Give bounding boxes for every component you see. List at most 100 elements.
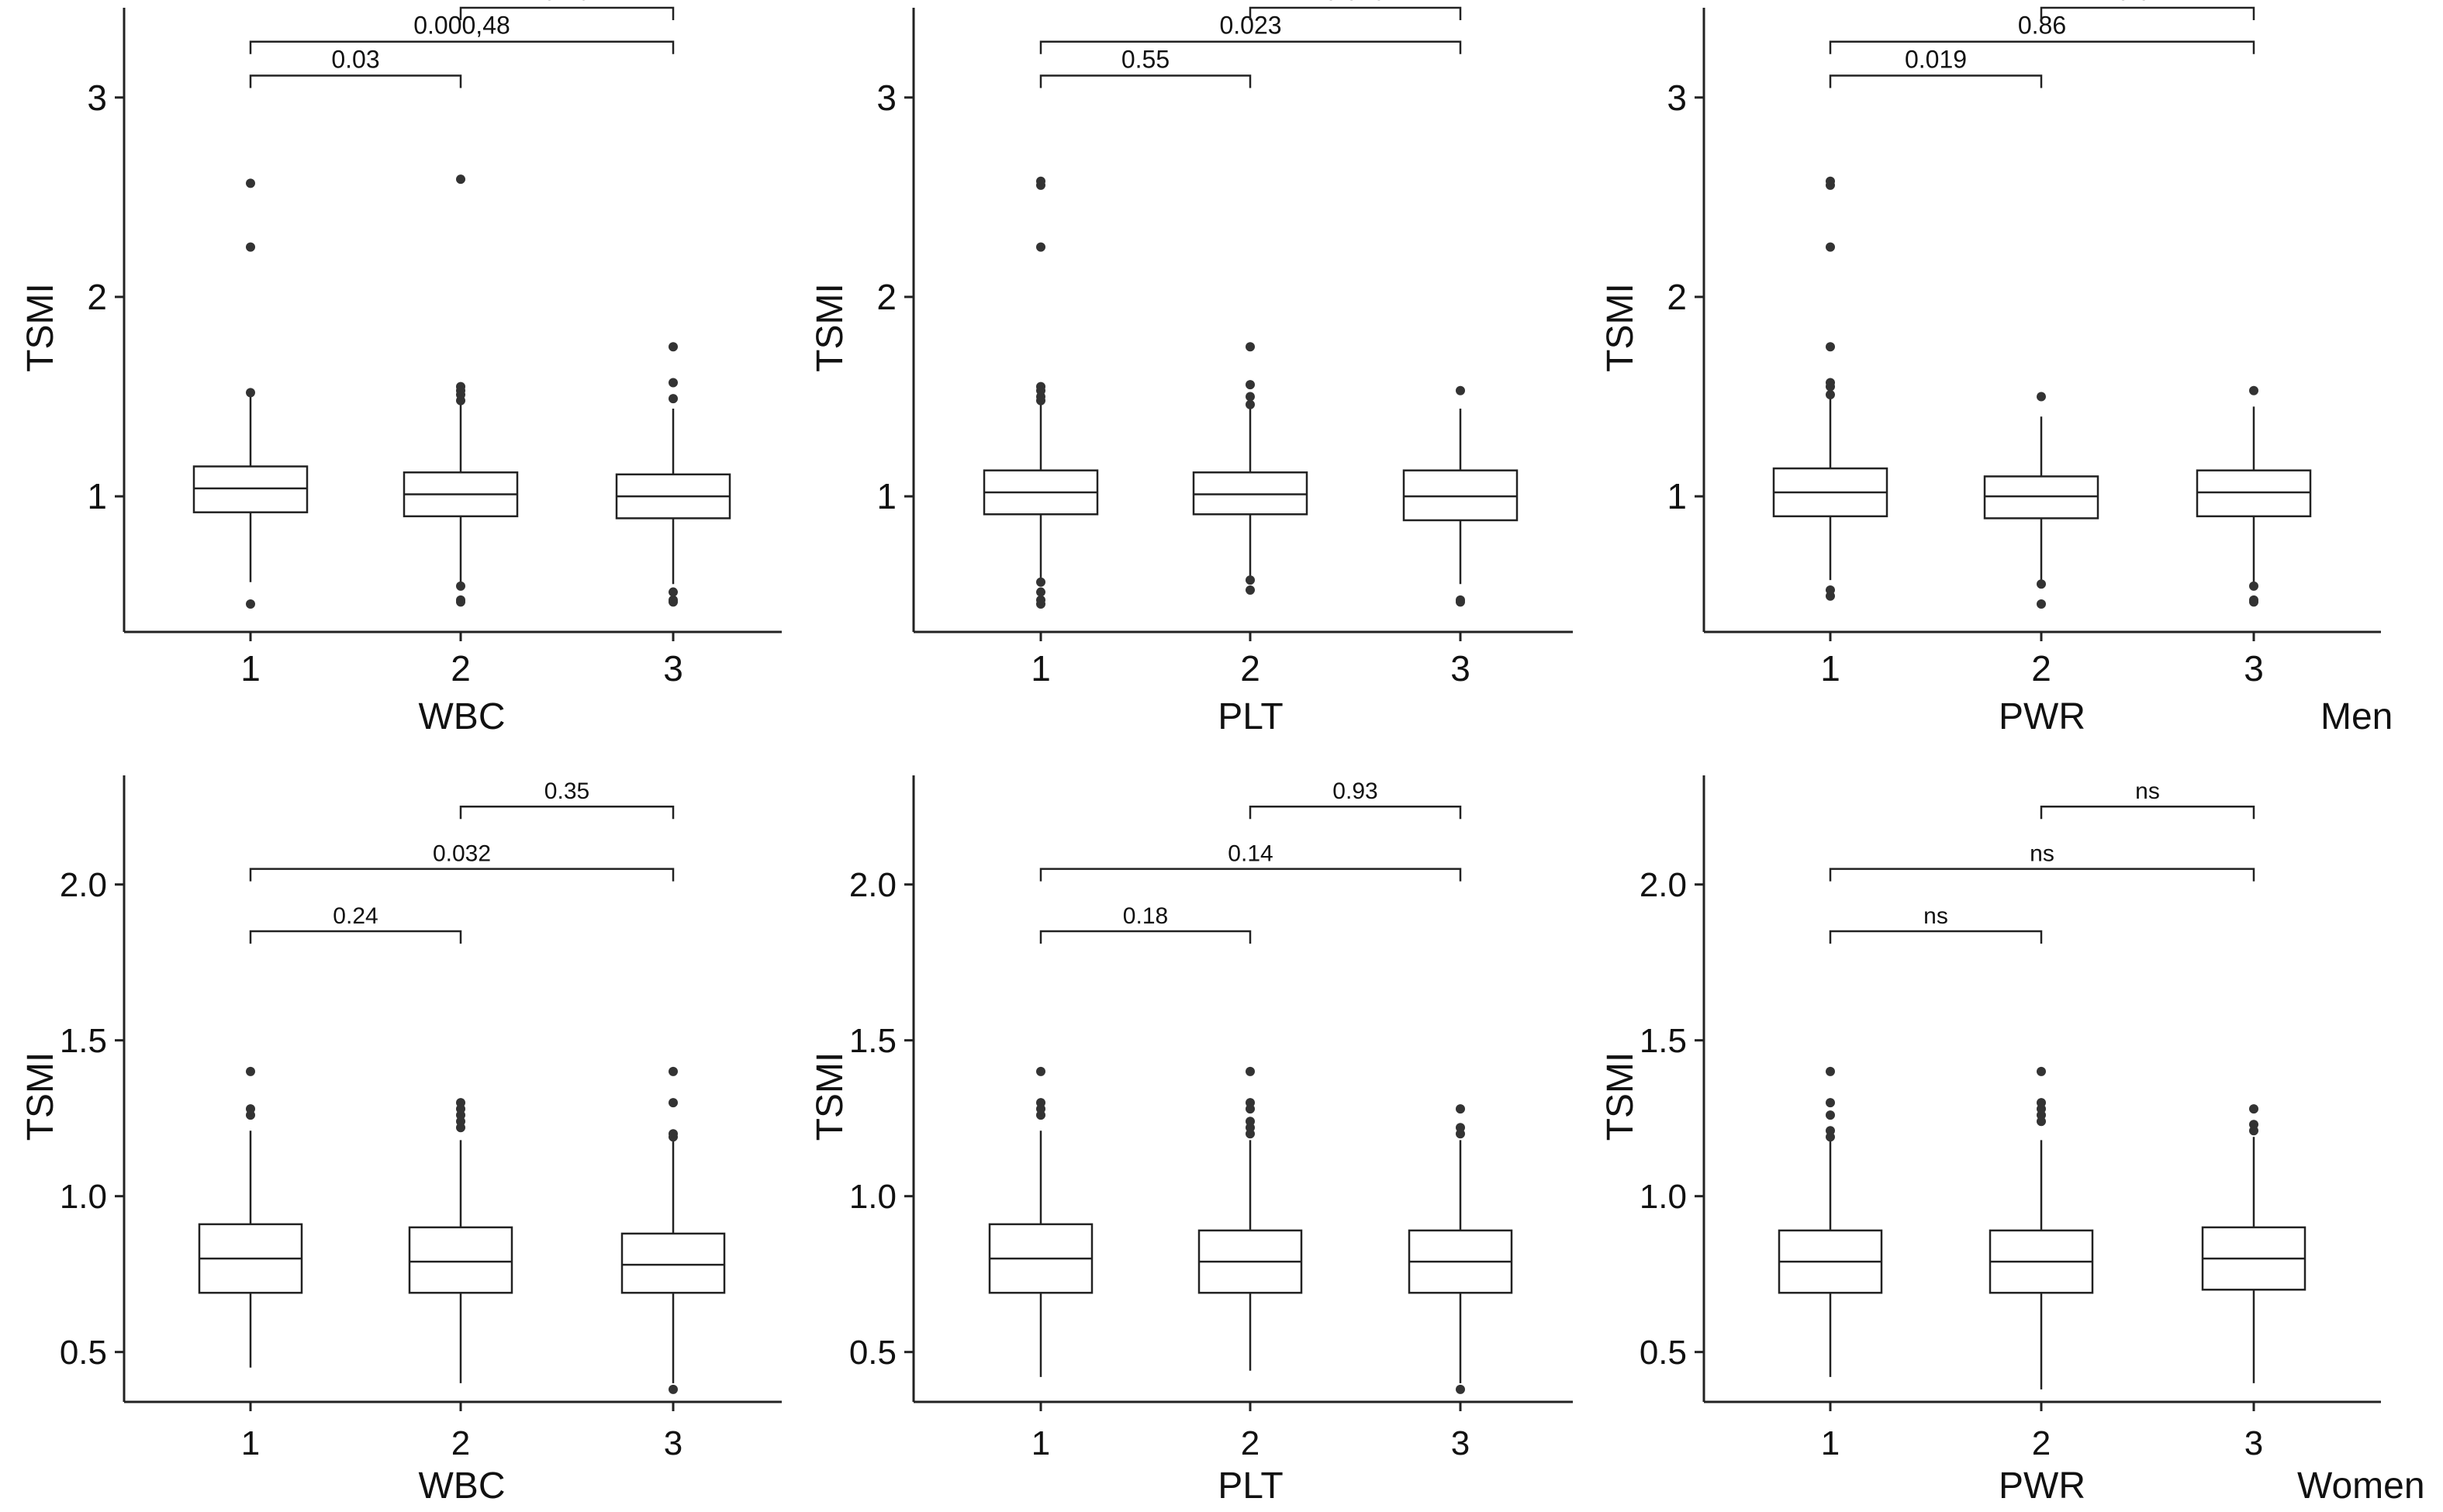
y-tick-label: 3 (87, 78, 107, 118)
comparison-bracket (1829, 74, 2043, 88)
outlier-point (1246, 392, 1255, 402)
comparison-label: 0.19 (543, 0, 591, 5)
outlier-point (1826, 242, 1835, 252)
y-tick-label: 3 (876, 78, 897, 118)
x-tick-label: 1 (1031, 648, 1051, 689)
outlier-point (2249, 1120, 2258, 1130)
comparison-label: ns (1923, 903, 1948, 929)
comparison-label: 0.000,48 (413, 12, 510, 40)
outlier-point (1826, 585, 1835, 595)
outlier-point (1826, 378, 1835, 388)
chart-panel: 0.5 1.0 1.5 2.0 1 2 3 PLT TSMI 0.18 0.14 0.93 (810, 775, 1573, 1507)
outlier-point (456, 581, 465, 591)
comparison-bracket (1039, 868, 1462, 882)
comparison-bracket (2040, 805, 2255, 820)
y-tick-label: 2.0 (849, 866, 897, 904)
comparison-label: 0.019 (1905, 45, 1967, 73)
x-axis-title: WBC (419, 1465, 506, 1507)
x-tick-label: 2 (2032, 1424, 2051, 1462)
comparison-bracket (1039, 40, 1462, 54)
box-iqr (620, 1232, 726, 1294)
outlier-point (2037, 1098, 2046, 1108)
comparison-label: 0.18 (1123, 903, 1168, 929)
chart-panel: 1 2 3 1 2 3 WBC TSMI 0.03 0.000,48 0.19 (20, 0, 782, 737)
x-tick-label: 2 (2031, 648, 2051, 689)
y-axis-title: TSMI (1600, 1052, 1641, 1141)
x-tick-label: 1 (1031, 1424, 1050, 1462)
box-iqr (2196, 469, 2312, 518)
y-tick-label: 1.0 (60, 1178, 107, 1216)
outlier-point (1246, 399, 1255, 409)
y-axis-title: TSMI (1600, 283, 1641, 372)
y-tick-label: 1.5 (1640, 1022, 1687, 1060)
x-axis-title: PWR (1999, 1465, 2085, 1507)
comparison-label: 0.027 (2116, 0, 2179, 5)
comparison-bracket (249, 74, 462, 88)
comparison-label: 0.14 (1228, 841, 1273, 867)
comparison-bracket (1829, 930, 2043, 944)
y-tick-label: 0.5 (1640, 1334, 1687, 1372)
y-tick-label: 1 (876, 476, 897, 516)
outlier-point (1826, 389, 1835, 399)
outlier-point (669, 1066, 678, 1076)
y-axis-title: TSMI (810, 1052, 851, 1141)
x-axis-title: WBC (419, 696, 506, 737)
box-iqr (192, 465, 309, 513)
outlier-point (669, 1129, 678, 1139)
outlier-point (2037, 1066, 2046, 1076)
outlier-point (1036, 595, 1045, 605)
y-axis-title: TSMI (20, 283, 61, 372)
outlier-point (456, 595, 465, 605)
outlier-point (1036, 577, 1045, 587)
box-iqr (408, 1226, 513, 1294)
outlier-point (669, 1098, 678, 1108)
outlier-point (669, 394, 678, 404)
x-axis-title: PWR (1999, 696, 2085, 737)
x-tick-label: 2 (451, 648, 471, 689)
comparison-bracket (1039, 74, 1252, 88)
y-tick-label: 2 (1667, 277, 1687, 317)
x-tick-label: 3 (663, 648, 683, 689)
outlier-point (246, 599, 255, 609)
x-tick-label: 1 (240, 648, 261, 689)
x-tick-label: 3 (664, 1424, 682, 1462)
x-tick-label: 1 (1820, 648, 1840, 689)
y-tick-label: 3 (1667, 78, 1687, 118)
group-label-women: Women (2297, 1465, 2425, 1507)
outlier-point (669, 587, 678, 597)
y-tick-label: 2.0 (60, 866, 107, 904)
outlier-point (246, 242, 255, 252)
x-tick-label: 3 (1451, 1424, 1470, 1462)
comparison-bracket (2040, 6, 2255, 20)
comparison-bracket (1249, 6, 1462, 20)
outlier-point (246, 1066, 255, 1076)
comparison-bracket (249, 868, 675, 882)
outlier-point (1456, 1104, 1465, 1114)
comparison-bracket (249, 930, 462, 944)
outlier-point (1246, 342, 1255, 352)
x-axis-title: PLT (1218, 1465, 1283, 1507)
panels: 1 2 3 1 2 3 WBC TSMI 0.03 0.000,48 0.19 1 2 3 1 2 3 PLT TS… (20, 0, 2381, 1507)
outlier-point (1246, 575, 1255, 585)
comparison-bracket (249, 40, 675, 54)
outlier-point (1456, 1384, 1465, 1394)
outlier-point (1036, 381, 1045, 392)
chart-panel: 0.5 1.0 1.5 2.0 1 2 3 PWR TSMI ns ns ns (1600, 775, 2381, 1507)
y-tick-label: 1 (87, 476, 107, 516)
comparison-bracket (1039, 930, 1252, 944)
outlier-point (1246, 380, 1255, 390)
x-tick-label: 3 (2244, 1424, 2263, 1462)
box-iqr (1192, 471, 1308, 516)
y-tick-label: 1 (1667, 476, 1687, 516)
y-tick-label: 0.5 (60, 1334, 107, 1372)
outlier-point (1826, 1126, 1835, 1136)
outlier-point (1826, 1110, 1835, 1120)
outlier-point (246, 178, 255, 188)
comparison-label: 0.032 (433, 841, 491, 867)
y-axis-title: TSMI (810, 283, 851, 372)
comparison-bracket (459, 6, 675, 20)
comparison-label: ns (2135, 778, 2160, 804)
outlier-point (2249, 385, 2258, 395)
